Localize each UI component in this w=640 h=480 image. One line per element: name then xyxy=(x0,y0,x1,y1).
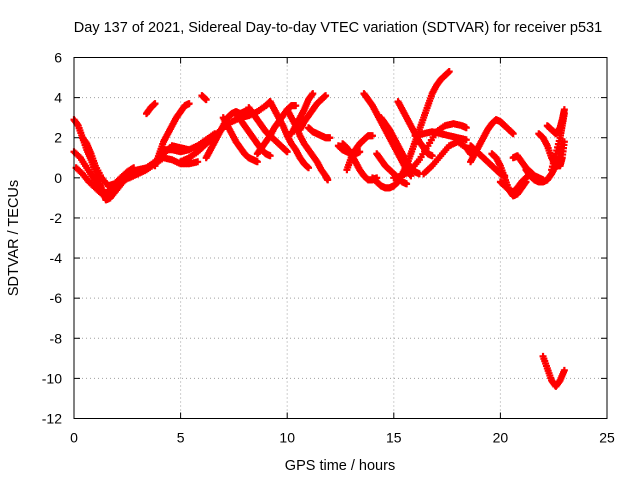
data-point xyxy=(445,68,453,76)
series-arc-20 xyxy=(296,92,330,134)
x-tick-label: 20 xyxy=(493,430,509,446)
series-arc-7 xyxy=(142,100,159,118)
data-point xyxy=(305,164,313,172)
y-tick-label: 0 xyxy=(54,170,62,186)
series-arc-36 xyxy=(496,118,517,138)
data-point xyxy=(309,90,317,98)
y-tick-label: -10 xyxy=(42,370,62,386)
x-tick-label: 25 xyxy=(599,430,615,446)
data-point xyxy=(151,100,159,108)
y-tick-label: 6 xyxy=(54,50,62,66)
data-point xyxy=(185,100,193,108)
y-axis-label: SDTVAR / TECUs xyxy=(6,180,22,296)
series-arc-41 xyxy=(535,130,568,170)
data-point xyxy=(560,110,568,118)
data-point xyxy=(253,158,261,166)
x-axis-label: GPS time / hours xyxy=(285,458,395,474)
y-tick-label: -6 xyxy=(50,290,63,306)
y-tick-label: 4 xyxy=(54,90,62,106)
data-point xyxy=(368,132,376,140)
data-point xyxy=(266,152,274,160)
y-axis-ticks: -12 -10 -8 -6 -4 -2 0 2 4 6 xyxy=(42,50,607,427)
grid-lines xyxy=(74,57,607,419)
data-point xyxy=(194,158,202,166)
series-arc-33 xyxy=(420,138,475,178)
series-arc-21 xyxy=(305,124,334,142)
data-point xyxy=(292,102,300,110)
y-tick-label: -8 xyxy=(50,330,63,346)
y-tick-label: -4 xyxy=(50,250,63,266)
chart-title: Day 137 of 2021, Sidereal Day-to-day VTE… xyxy=(74,20,602,36)
data-point xyxy=(509,130,517,138)
data-point xyxy=(462,124,470,132)
series-arc-17 xyxy=(266,98,313,172)
x-tick-label: 10 xyxy=(279,430,295,446)
series-arc-8 xyxy=(151,100,193,170)
data-point xyxy=(560,366,568,374)
data-point xyxy=(202,96,210,104)
series-arc-11 xyxy=(198,92,210,104)
series-arc-31 xyxy=(394,98,436,160)
series-arc-26 xyxy=(368,174,402,192)
series-arc-19 xyxy=(287,90,317,138)
series-arc-44 xyxy=(539,352,568,390)
y-tick-label: -2 xyxy=(50,210,63,226)
y-tick-label: -12 xyxy=(42,411,62,427)
data-point xyxy=(462,136,470,144)
data-point xyxy=(322,92,330,100)
data-point xyxy=(403,180,411,188)
x-tick-label: 5 xyxy=(177,430,185,446)
x-tick-label: 0 xyxy=(70,430,78,446)
data-point xyxy=(407,172,415,180)
y-tick-label: 2 xyxy=(54,130,62,146)
data-point xyxy=(428,152,436,160)
data-point xyxy=(326,134,334,142)
data-point xyxy=(324,176,332,184)
series-arc-43 xyxy=(548,110,568,174)
series-arc-13 xyxy=(219,114,261,166)
series-arc-30 xyxy=(398,68,453,178)
plot-frame xyxy=(73,57,608,419)
x-tick-label: 15 xyxy=(386,430,402,446)
data-point xyxy=(283,148,291,156)
x-axis-ticks: 0 5 10 15 20 25 xyxy=(70,57,615,446)
data-points xyxy=(70,68,568,390)
